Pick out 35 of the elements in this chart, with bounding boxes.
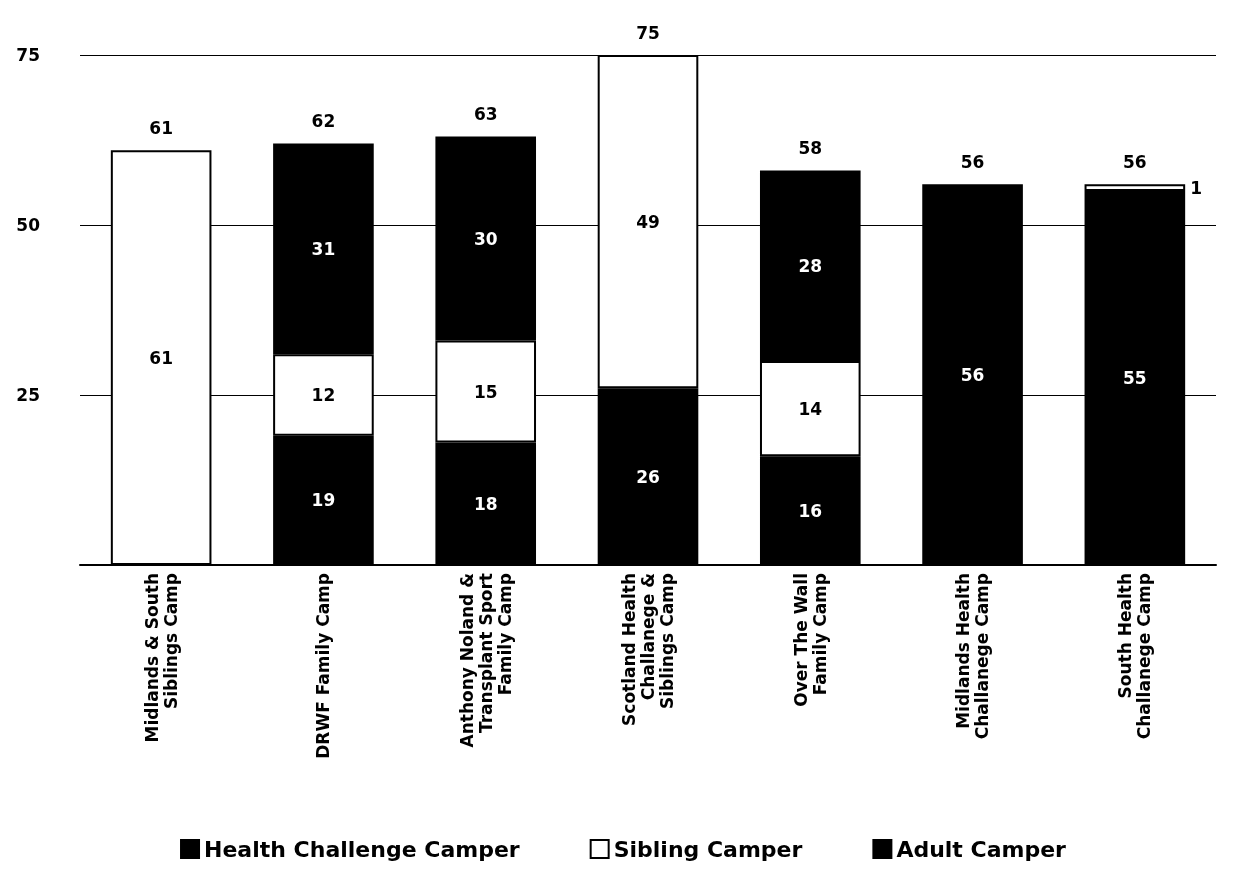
legend-label: Health Challenge Camper [204,836,520,862]
data-label: 15 [473,381,498,402]
data-label: 12 [311,385,336,405]
x-tick-label: Over The Wall Family Camp [790,573,830,707]
legend-label: Adult Camper [896,836,1067,862]
total-label: 56 [1123,151,1147,172]
x-tick-label: Scotland Health Challanege & Siblings Camp [619,572,677,726]
y-tick-label: 50 [16,215,41,235]
x-tick-label: Midlands Health Challanege Camp [953,573,993,740]
data-label: 55 [1123,368,1147,388]
data-label: 26 [636,466,660,487]
total-label: 75 [636,22,660,43]
total-label: 61 [149,117,173,138]
data-label: 16 [798,500,823,521]
data-label: 18 [473,493,498,514]
data-label: 49 [636,211,660,232]
y-tick-label: 75 [16,45,40,65]
x-tick-label: South Health Challanege Camp [1115,573,1155,740]
data-label: 1 [1190,177,1203,198]
data-label: 31 [311,238,336,259]
x-tick-label: DRWF Family Camp [313,573,334,759]
x-tick-label: Midlands & South Siblings Camp [141,573,181,743]
total-label: 62 [311,110,336,131]
data-label: 19 [311,490,336,511]
y-tick-label: 25 [16,385,40,405]
total-label: 58 [798,138,823,159]
data-label: 56 [960,364,985,385]
x-tick-label: Anthony Noland & Transplant Sport Family Camp [456,572,515,748]
legend-label: Sibling Camper [613,836,803,862]
total-label: 56 [960,151,985,172]
data-label: 28 [798,255,823,276]
total-label: 63 [473,104,498,125]
data-label: 61 [149,347,173,368]
data-label: 14 [798,398,823,419]
data-label: 30 [473,228,498,249]
